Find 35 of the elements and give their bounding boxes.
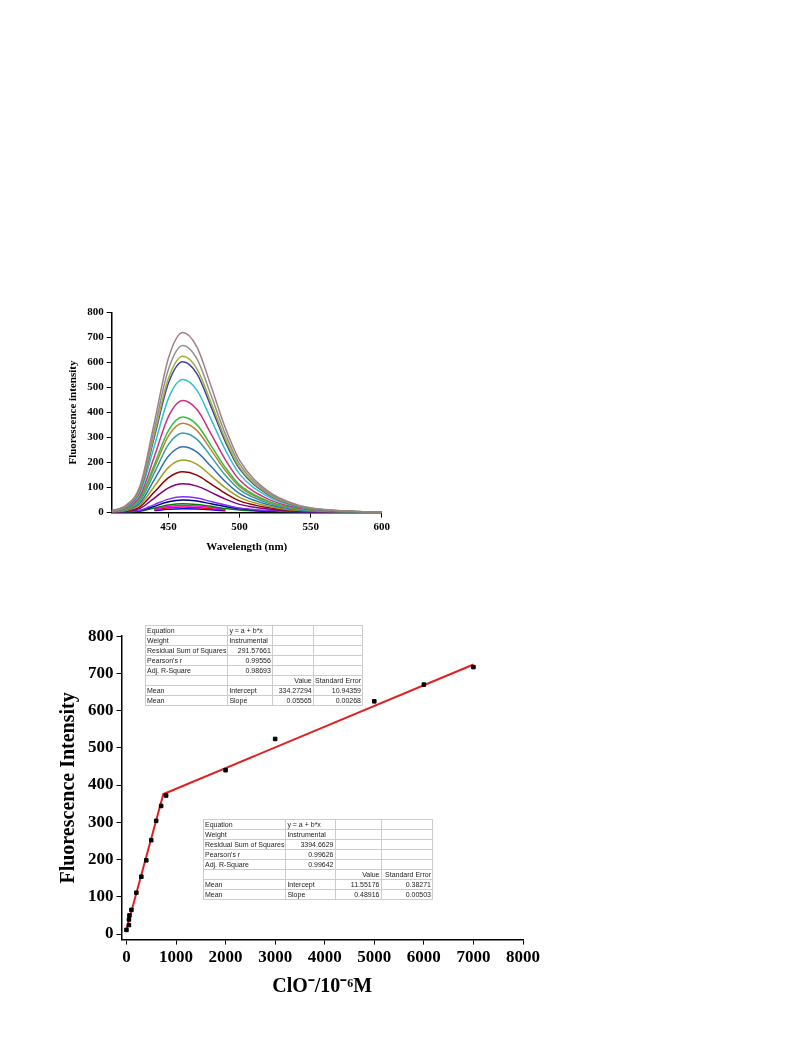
x-tick-label: 1000 <box>159 947 194 967</box>
x-tick-label: 600 <box>373 520 391 533</box>
y-tick-label: 700 <box>87 330 105 343</box>
y-tick-label: 0 <box>105 923 114 943</box>
x-tick-label: 500 <box>231 520 249 533</box>
x-tick-label: 8000 <box>506 947 540 967</box>
x-tick-label: 6000 <box>406 947 441 967</box>
x-axis-title: Wavelength (nm) <box>206 540 288 554</box>
y-tick-label: 500 <box>88 737 114 757</box>
y-axis-title: Fluorescence Intensity <box>56 692 80 884</box>
y-tick-label: 600 <box>87 355 105 368</box>
y-tick-label: 200 <box>87 455 105 468</box>
x-tick-label: 0 <box>122 947 131 967</box>
y-tick-label: 500 <box>87 380 105 393</box>
y-tick-label: 800 <box>87 305 105 318</box>
y-tick-label: 100 <box>88 886 114 906</box>
x-tick-label: 550 <box>302 520 320 533</box>
y-tick-label: 200 <box>88 848 114 868</box>
x-tick-label: 4000 <box>307 947 342 967</box>
y-tick-label: 300 <box>87 430 105 443</box>
y-tick-label: 100 <box>87 480 105 493</box>
y-tick-label: 400 <box>87 405 105 418</box>
x-tick-label: 2000 <box>208 947 243 967</box>
y-tick-label: 600 <box>88 700 114 720</box>
y-tick-label: 400 <box>88 774 114 794</box>
x-tick-label: 450 <box>160 520 178 533</box>
y-tick-label: 0 <box>98 505 105 518</box>
y-axis-title: Fluorescence intensity <box>66 360 79 465</box>
y-tick-label: 800 <box>88 625 114 645</box>
x-tick-label: 3000 <box>258 947 293 967</box>
x-axis-title: ClO⁻/10⁻⁶M <box>272 974 373 997</box>
x-tick-label: 7000 <box>456 947 491 967</box>
y-tick-label: 700 <box>88 662 114 682</box>
x-tick-label: 5000 <box>357 947 392 967</box>
y-tick-label: 300 <box>88 811 114 831</box>
